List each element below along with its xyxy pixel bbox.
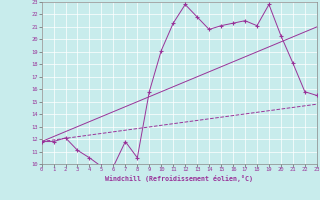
X-axis label: Windchill (Refroidissement éolien,°C): Windchill (Refroidissement éolien,°C) <box>105 175 253 182</box>
